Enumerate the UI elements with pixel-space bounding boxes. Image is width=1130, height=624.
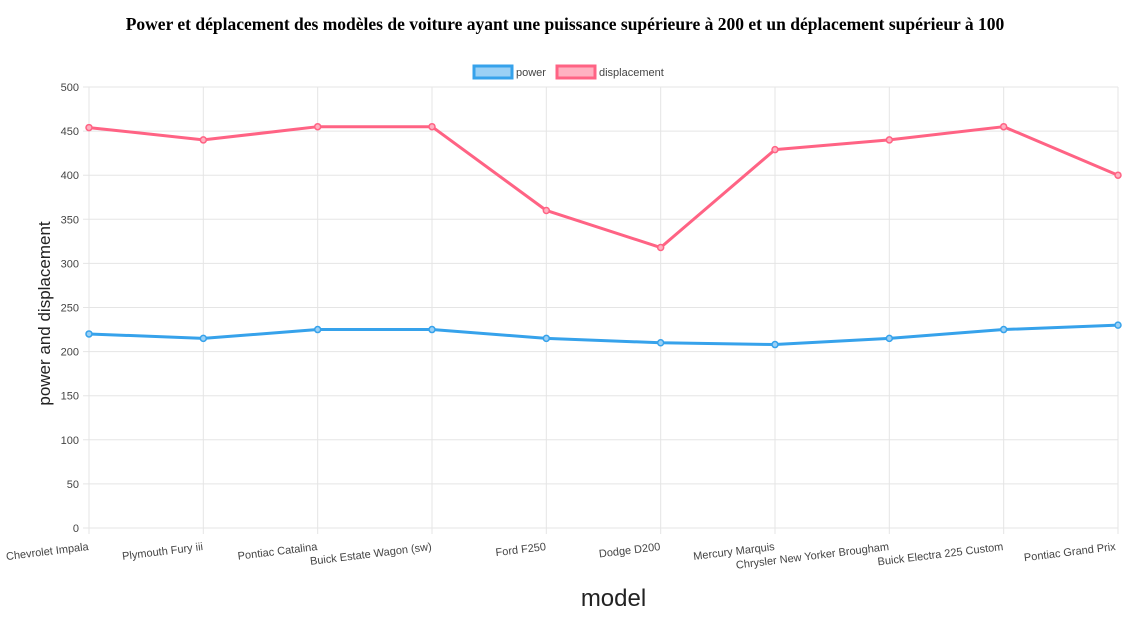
y-tick-label: 0 xyxy=(73,523,79,535)
x-tick-label: Dodge D200 xyxy=(598,541,661,560)
data-point-displacement[interactable] xyxy=(999,122,1008,131)
y-axis-ticks: 0 50 100 150 200 250 300 350 400 450 500 xyxy=(61,82,79,535)
x-tick-label: Chevrolet Impala xyxy=(5,541,90,563)
y-tick-label: 300 xyxy=(61,258,79,270)
data-point-power[interactable] xyxy=(999,325,1008,334)
legend-label: displacement xyxy=(599,67,664,79)
data-point-power[interactable] xyxy=(771,340,779,349)
legend-item-power[interactable]: power xyxy=(472,64,546,80)
data-point-power[interactable] xyxy=(1114,321,1122,329)
data-point-power[interactable] xyxy=(428,325,436,334)
x-tick-label: Plymouth Fury iii xyxy=(122,541,204,563)
data-point-displacement[interactable] xyxy=(656,243,665,252)
data-point-displacement[interactable] xyxy=(428,122,436,131)
legend-swatch xyxy=(472,64,514,80)
data-point-power[interactable] xyxy=(199,334,208,343)
y-tick-label: 500 xyxy=(61,82,79,94)
series-layer xyxy=(85,122,1122,349)
chart-title: Power et déplacement des modèles de voit… xyxy=(125,14,1005,34)
x-tick-label: Buick Electra 225 Custom xyxy=(877,541,1004,568)
series-line-power[interactable] xyxy=(88,323,1119,347)
legend-item-displacement[interactable]: displacement xyxy=(555,64,664,80)
x-axis-ticks: Chevrolet Impala Plymouth Fury iii Pontiac… xyxy=(5,541,1116,572)
data-point-displacement[interactable] xyxy=(885,136,894,144)
data-point-power[interactable] xyxy=(885,334,894,343)
y-tick-label: 100 xyxy=(61,435,79,447)
y-tick-label: 250 xyxy=(61,303,79,315)
y-tick-label: 350 xyxy=(61,214,79,226)
data-point-displacement[interactable] xyxy=(542,206,551,215)
series-line-displacement[interactable] xyxy=(88,125,1119,250)
y-tick-label: 150 xyxy=(61,391,79,403)
data-point-displacement[interactable] xyxy=(85,123,93,132)
data-point-power[interactable] xyxy=(313,325,322,334)
x-tick-label: Pontiac Grand Prix xyxy=(1023,541,1117,564)
x-tick-label: Pontiac Catalina xyxy=(237,541,319,563)
data-point-displacement[interactable] xyxy=(199,136,208,144)
data-point-displacement[interactable] xyxy=(1114,171,1122,179)
legend-label: power xyxy=(516,67,546,79)
y-tick-label: 50 xyxy=(67,479,79,491)
y-axis-title: power and displacement xyxy=(35,221,54,406)
y-tick-label: 400 xyxy=(61,170,79,182)
y-tick-label: 450 xyxy=(61,126,79,138)
x-tick-label: Ford F250 xyxy=(495,541,547,559)
data-point-power[interactable] xyxy=(656,339,665,347)
legend-swatch xyxy=(555,64,597,80)
legend[interactable]: power displacement xyxy=(472,64,664,80)
data-point-power[interactable] xyxy=(542,334,551,343)
x-tick-label: Buick Estate Wagon (sw) xyxy=(309,541,432,568)
y-tick-label: 200 xyxy=(61,347,79,359)
data-point-displacement[interactable] xyxy=(313,122,322,131)
data-point-power[interactable] xyxy=(85,330,93,338)
data-point-displacement[interactable] xyxy=(771,145,779,154)
grid xyxy=(83,86,1119,534)
x-axis-title: model xyxy=(581,585,646,612)
